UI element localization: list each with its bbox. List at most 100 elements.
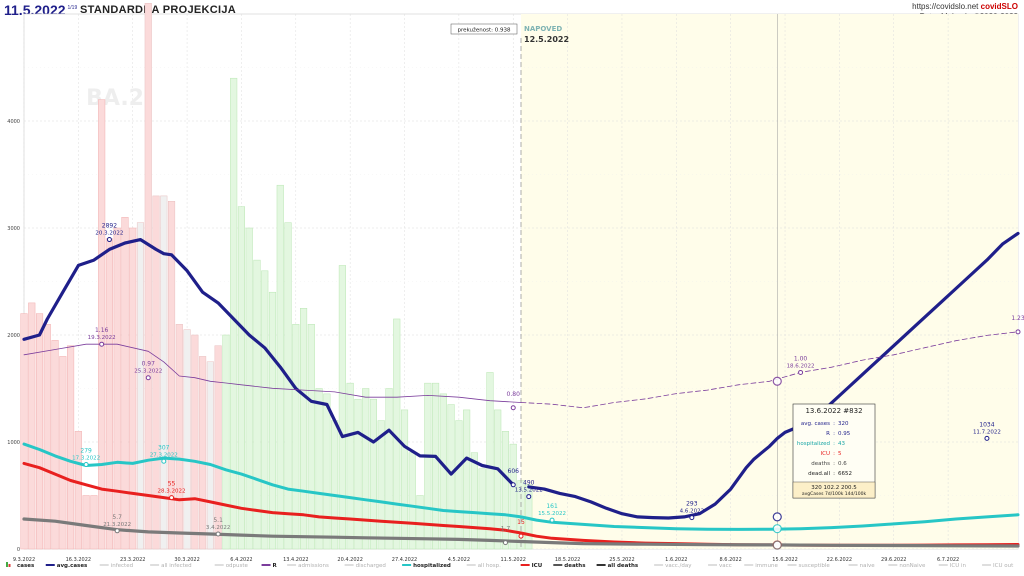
x-tick-label: 9.3.2022 (13, 557, 35, 563)
series-icu-line (22, 461, 523, 535)
case-bar (230, 77, 238, 550)
marker-point (772, 524, 782, 534)
tooltip-row-label: ICU (821, 451, 831, 457)
case-bar (121, 217, 129, 550)
case-bar (315, 388, 323, 550)
legend-item[interactable]: ICU out (982, 563, 1014, 569)
annotation-point (161, 458, 167, 464)
case-bar (222, 334, 230, 550)
tooltip-row-value: 5 (838, 451, 842, 457)
legend-item[interactable]: R (261, 563, 278, 569)
case-bar (59, 356, 67, 550)
y-tick-label: 4000 (7, 119, 20, 125)
legend-item[interactable]: all hosp. (466, 563, 501, 569)
legend-label: all hosp. (478, 563, 501, 569)
annotation-point (526, 494, 532, 500)
legend-item[interactable]: deaths (553, 563, 586, 569)
annotation-point (510, 405, 516, 411)
legend-item[interactable]: immune (744, 563, 778, 569)
case-bar (455, 420, 463, 550)
legend-label: ICU in (950, 563, 967, 569)
brand-slo: SLO (1001, 2, 1018, 11)
annotation-value: 1034 (979, 421, 994, 428)
legend-item[interactable]: susceptible (787, 563, 831, 569)
case-bar (354, 398, 362, 550)
legend-label: admissions (298, 563, 329, 569)
legend-item[interactable]: naive (848, 563, 876, 569)
legend-item[interactable]: all deaths (596, 563, 639, 569)
annotation-date: 15.5.2022 (538, 511, 566, 517)
series-hospitalized-forecast-line (519, 513, 1020, 531)
case-bar (300, 308, 308, 550)
legend-item[interactable]: hospitalized (402, 563, 451, 569)
series-deaths-forecast-line (519, 539, 1020, 548)
case-bar (307, 324, 315, 550)
legend-item[interactable]: nonNaive (888, 563, 926, 569)
legend-label: susceptible (799, 563, 831, 569)
tooltip-row-label: R (826, 431, 830, 437)
annotation-point (549, 517, 555, 523)
y-tick-label: 0 (17, 547, 20, 553)
legend-item[interactable]: odpuste (214, 563, 249, 569)
series-avg-cases-line (22, 238, 515, 487)
annotation-date: 20.3.2022 (95, 231, 123, 237)
annotation-date: 28.3.2022 (158, 489, 186, 495)
x-tick-label: 8.6.2022 (720, 557, 742, 563)
case-bar (199, 356, 207, 550)
case-bar (377, 420, 385, 550)
legend-item[interactable]: discharged (344, 563, 386, 569)
x-tick-label: 15.6.2022 (772, 557, 797, 563)
legend-item[interactable]: vacc (708, 563, 732, 569)
tooltip-row-sep: : (833, 451, 835, 457)
case-bar (463, 409, 471, 550)
legend-label: vacc./day (665, 563, 692, 569)
annotation-value: 1.16 (95, 327, 109, 334)
case-bar (268, 291, 277, 550)
case-bar (113, 227, 121, 550)
x-tick-label: 22.6.2022 (827, 557, 852, 563)
y-tick-label: 1000 (7, 440, 20, 446)
legend-swatch (6, 562, 8, 567)
annotation-value: 307 (158, 444, 170, 451)
annotation-value: 1.00 (794, 355, 808, 362)
annotation-date: 21.3.2022 (103, 522, 131, 528)
case-bar (253, 259, 261, 550)
legend-label: vacc (719, 563, 732, 569)
case-bar (338, 265, 346, 550)
legend-label: immune (755, 563, 778, 569)
legend-item[interactable]: vacc./day (654, 563, 692, 569)
marker-point (772, 540, 782, 550)
x-tick-label: 30.3.2022 (174, 557, 199, 563)
legend-item[interactable]: avg.cases (45, 563, 88, 569)
case-bar (501, 431, 510, 550)
case-bar (486, 372, 494, 550)
legend-item[interactable]: ICU in (938, 563, 967, 569)
legend-item[interactable]: ICU (520, 563, 543, 569)
legend-label: infected (111, 563, 133, 569)
series-hospitalized-line (22, 442, 523, 519)
legend-item[interactable]: all infected (150, 563, 192, 569)
annotation-value: 5.7 (112, 514, 122, 521)
case-bar (369, 398, 378, 550)
tooltip-footer-labels: avgCases 7d/100k 14d/100k (802, 491, 867, 497)
legend-label: deaths (564, 563, 586, 569)
case-bar (167, 201, 176, 550)
legend-item[interactable]: admissions (287, 563, 329, 569)
case-bar (509, 443, 517, 550)
tooltip-row-value: 6652 (838, 471, 852, 477)
legend-label: ICU out (993, 563, 1014, 569)
legend-label: discharged (356, 563, 386, 569)
legend-item[interactable]: cases (6, 562, 35, 569)
annotation-value: 279 (80, 447, 92, 454)
tooltip-title: 13.6.2022 #832 (805, 407, 862, 415)
legend-item[interactable]: infected (99, 563, 133, 569)
site-url[interactable]: https://covidslo.net (912, 2, 979, 11)
case-bar (105, 238, 113, 550)
case-bar (346, 382, 354, 550)
case-bar (494, 409, 502, 550)
annotation-value: 606 (508, 468, 520, 475)
case-bar (214, 345, 222, 550)
annotation-date: 25.3.2022 (134, 369, 162, 375)
case-bar (331, 420, 339, 550)
